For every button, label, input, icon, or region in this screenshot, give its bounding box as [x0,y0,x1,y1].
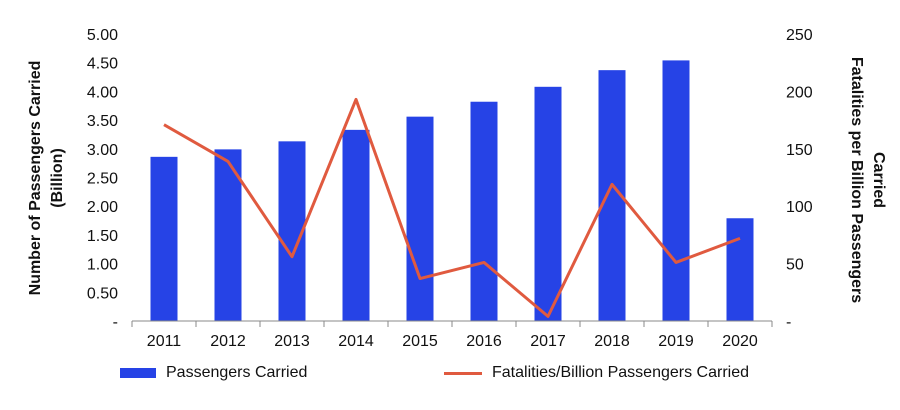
left-axis-title-line2: (Billion) [49,148,66,208]
legend-swatch-passengers [120,368,156,378]
legend-swatch-fatalities [444,371,482,375]
x-tick-label: 2019 [658,333,694,350]
x-axis-ticks: 2011 2012 2013 2014 2015 2016 2017 2018 2019 2020 [131,321,773,350]
legend: Passengers Carried Fatalities/Billion Pa… [0,358,900,388]
bar-2015 [406,116,434,321]
right-tick-label: 150 [786,142,813,159]
right-tick-label: 100 [786,199,813,216]
x-tick-label: 2012 [210,333,246,350]
bar-2014 [342,129,370,321]
left-tick-label: 0.50 [87,285,118,302]
left-tick-label: - [113,314,118,331]
left-tick-label: 2.00 [87,199,118,216]
left-tick-label: 5.00 [87,27,118,44]
left-tick-label: 1.00 [87,257,118,274]
bar-2020 [726,218,754,321]
left-tick-label: 1.50 [87,228,118,245]
legend-item-fatalities: Fatalities/Billion Passengers Carried [444,364,749,382]
left-tick-label: 3.50 [87,113,118,130]
bar-2012 [214,149,242,321]
right-tick-label: 50 [786,257,804,274]
bar-series [150,60,754,322]
right-tick-label: 200 [786,84,813,101]
x-tick-label: 2014 [338,333,374,350]
x-tick-label: 2016 [466,333,502,350]
legend-item-passengers: Passengers Carried [120,364,307,382]
bar-2016 [470,101,498,322]
legend-label-fatalities: Fatalities/Billion Passengers Carried [492,364,749,381]
left-axis-title-line1: Number of Passengers Carried [27,61,44,296]
right-axis-title-line2: Carried [870,152,887,208]
legend-label-passengers: Passengers Carried [166,364,308,381]
left-tick-label: 4.50 [87,56,118,73]
right-tick-label: - [786,314,791,331]
x-tick-label: 2020 [722,333,758,350]
right-axis-title-line1: Fatalities per Billion Passengers [848,57,865,303]
x-tick-label: 2011 [147,333,182,350]
right-axis-ticks: - 50 100 150 200 250 [786,27,813,331]
left-axis-ticks: - 0.50 1.00 1.50 2.00 2.50 3.00 3.50 4.00 4.50 5.0… [87,27,118,331]
left-tick-label: 4.00 [87,84,118,101]
x-tick-label: 2017 [530,333,566,350]
bar-2011 [150,156,178,321]
fatalities-line [163,97,741,318]
bar-2017 [534,86,562,321]
x-tick-label: 2013 [274,333,310,350]
bar-2019 [662,60,690,322]
chart: - 0.50 1.00 1.50 2.00 2.50 3.00 3.50 4.00 4.50 5.0… [27,27,887,350]
x-tick-label: 2018 [594,333,630,350]
left-tick-label: 3.00 [87,142,118,159]
x-tick-label: 2015 [402,333,438,350]
right-tick-label: 250 [786,27,813,44]
left-tick-label: 2.50 [87,171,118,188]
